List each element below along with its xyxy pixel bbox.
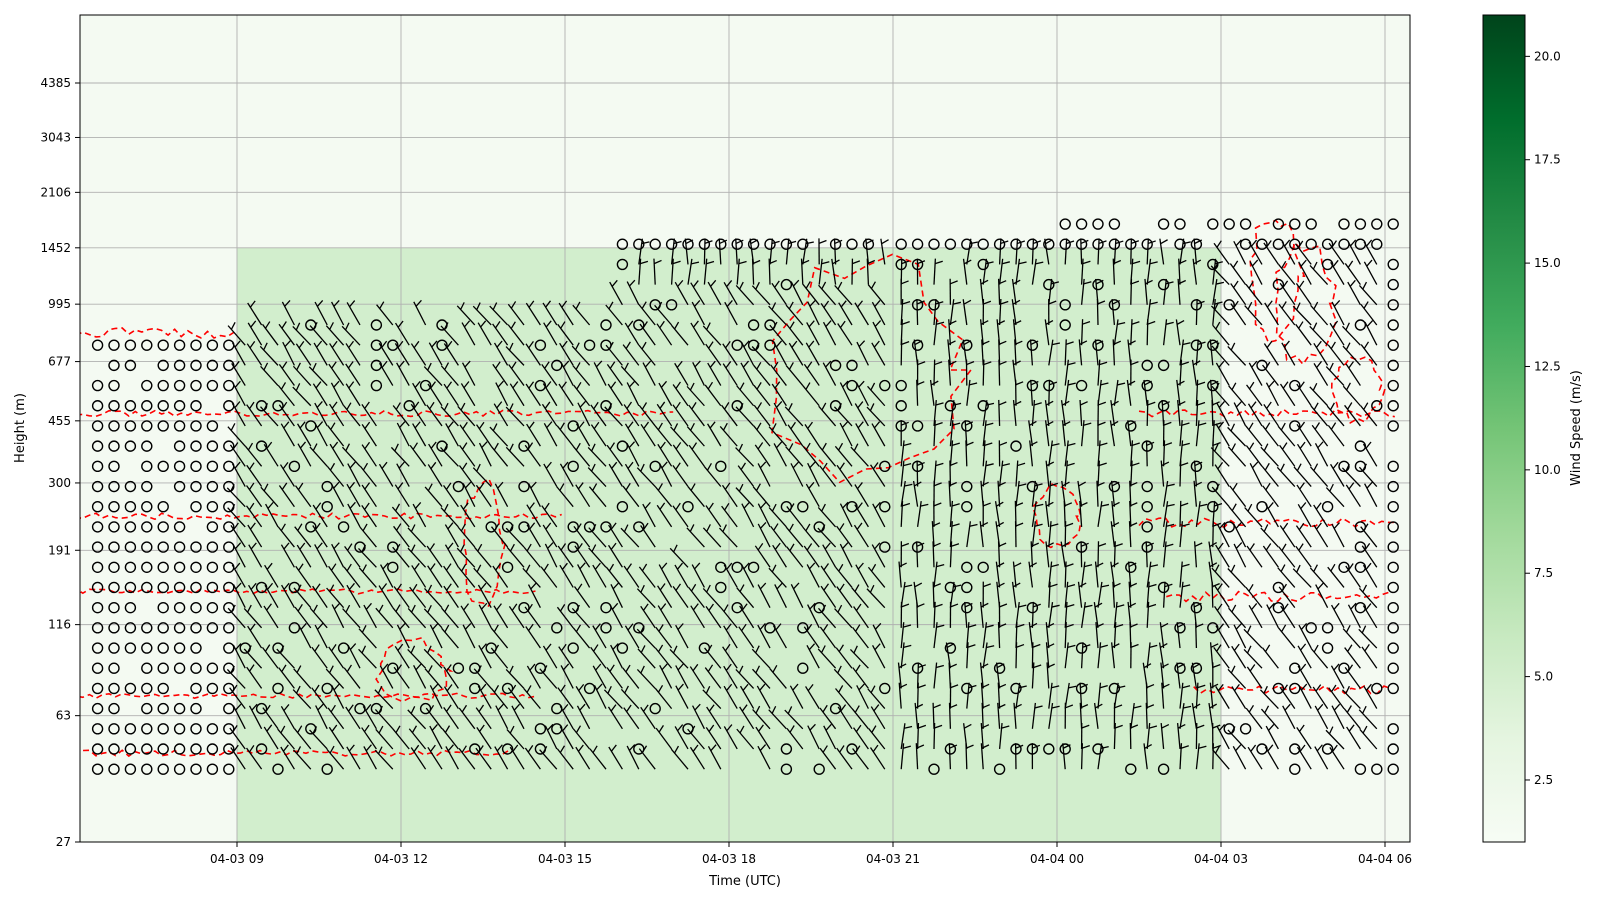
x-tick-label: 04-03 12 [374,852,428,866]
y-tick-label: 4385 [40,76,71,90]
y-tick-label: 995 [48,297,71,311]
y-tick-label: 116 [48,618,71,632]
x-tick-label: 04-03 18 [702,852,756,866]
y-tick-label: 191 [48,543,71,557]
colorbar-tick-label: 5.0 [1534,670,1553,684]
y-tick-label: 3043 [40,130,71,144]
colorbar-label: Wind Speed (m/s) [1569,370,1584,486]
x-tick-label: 04-03 21 [866,852,920,866]
y-tick-label: 63 [56,709,71,723]
y-tick-label: 455 [48,414,71,428]
x-axis: 04-03 09 04-03 12 04-03 15 04-03 18 04-03 21… [210,842,1412,866]
colorbar-tick-label: 2.5 [1534,773,1553,787]
colorbar-tick-label: 17.5 [1534,153,1561,167]
x-tick-label: 04-03 15 [538,852,592,866]
x-tick-label: 04-03 09 [210,852,264,866]
colorbar-tick-label: 7.5 [1534,566,1553,580]
x-tick-label: 04-04 06 [1358,852,1412,866]
y-axis: 27 63 116 191 300 455 677 995 1452 2106 3043 4385 [40,76,80,849]
y-tick-label: 300 [48,476,71,490]
colorbar-tick-label: 10.0 [1534,463,1561,477]
y-tick-label: 27 [56,835,71,849]
y-tick-label: 677 [48,355,71,369]
y-tick-label: 2106 [40,185,71,199]
y-tick-label: 1452 [40,241,71,255]
x-axis-label: Time (UTC) [708,874,781,889]
y-axis-label: Height (m) [13,393,28,463]
colorbar [1483,15,1525,842]
colorbar-ticks: 2.5 5.0 7.5 10.0 12.5 15.0 17.5 20.0 [1525,49,1561,787]
colorbar-tick-label: 20.0 [1534,49,1561,63]
colorbar-tick-label: 12.5 [1534,359,1561,373]
x-tick-label: 04-04 03 [1194,852,1248,866]
x-tick-label: 04-04 00 [1030,852,1084,866]
colorbar-tick-label: 15.0 [1534,256,1561,270]
